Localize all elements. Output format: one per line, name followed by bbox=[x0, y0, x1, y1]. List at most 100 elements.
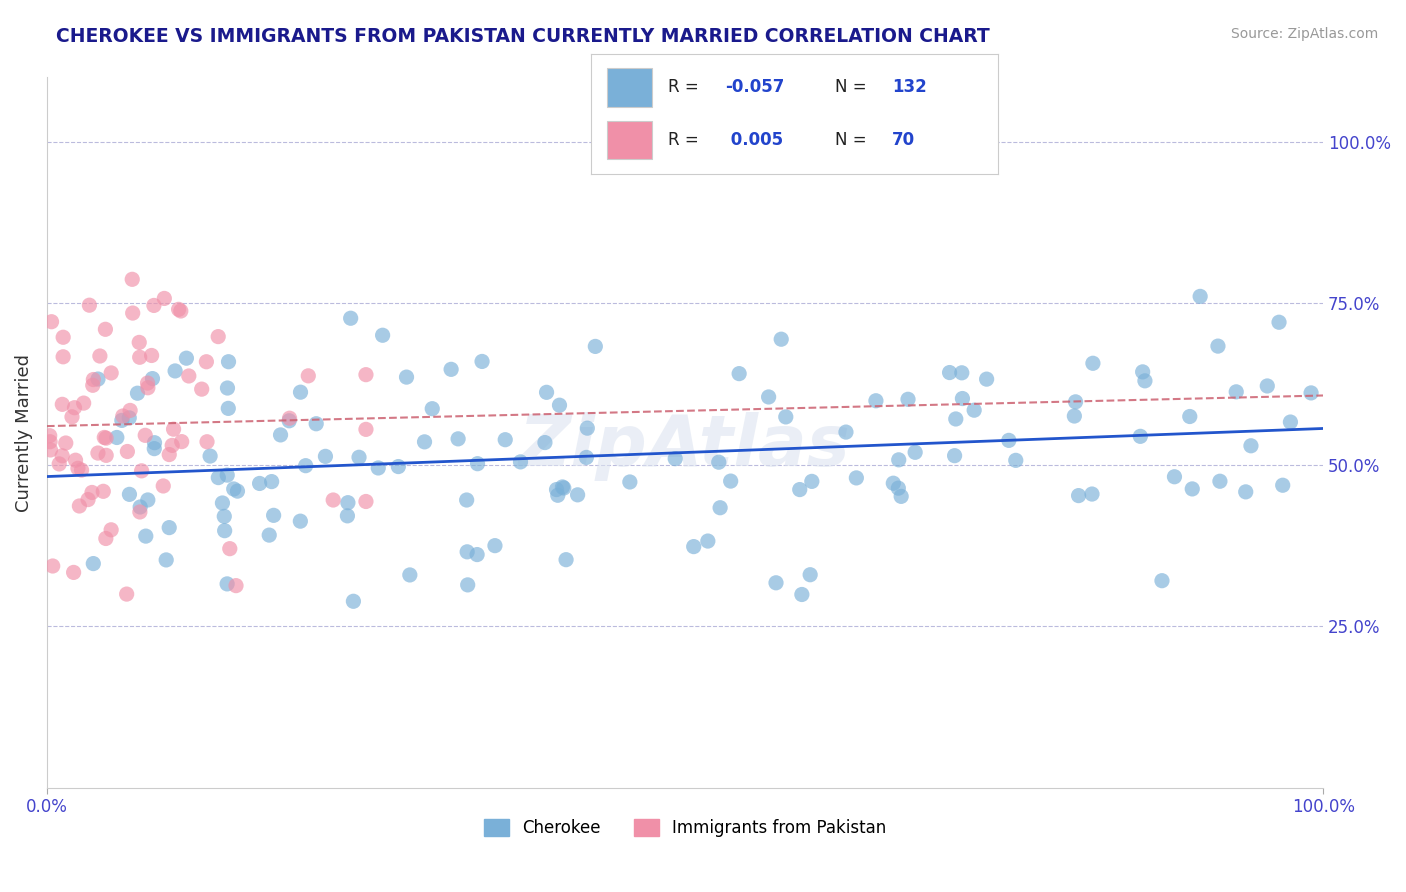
Point bbox=[263, 508, 285, 523]
Point bbox=[39, 442, 62, 457]
Point bbox=[371, 328, 394, 343]
Point bbox=[998, 434, 1021, 448]
Point bbox=[1132, 365, 1154, 379]
Point bbox=[177, 368, 200, 383]
Point bbox=[336, 508, 359, 523]
Point bbox=[887, 453, 910, 467]
Point bbox=[575, 450, 598, 465]
Point bbox=[214, 524, 236, 538]
Point bbox=[976, 372, 998, 386]
Point bbox=[709, 500, 731, 515]
Point bbox=[1256, 379, 1278, 393]
Point bbox=[1063, 409, 1085, 423]
Point bbox=[789, 483, 811, 497]
Point bbox=[211, 496, 233, 510]
Point bbox=[127, 386, 149, 401]
Point bbox=[217, 401, 239, 416]
Point bbox=[1268, 315, 1291, 329]
Point bbox=[471, 354, 494, 368]
Point bbox=[67, 499, 90, 513]
Point bbox=[129, 500, 152, 514]
Point bbox=[96, 448, 118, 462]
Point bbox=[52, 350, 75, 364]
Point bbox=[583, 339, 606, 353]
Point bbox=[82, 373, 104, 387]
Point bbox=[1209, 475, 1232, 489]
Point bbox=[456, 545, 478, 559]
Point bbox=[547, 488, 569, 502]
Point bbox=[494, 433, 516, 447]
Point bbox=[963, 403, 986, 417]
Point bbox=[1067, 489, 1090, 503]
Point bbox=[567, 488, 589, 502]
Point bbox=[121, 272, 143, 286]
Point bbox=[395, 370, 418, 384]
Point bbox=[1081, 487, 1104, 501]
Point bbox=[664, 451, 686, 466]
Point bbox=[225, 579, 247, 593]
Point bbox=[39, 434, 62, 449]
Point bbox=[218, 541, 240, 556]
Y-axis label: Currently Married: Currently Married bbox=[15, 353, 32, 512]
Point bbox=[120, 403, 142, 417]
Point bbox=[190, 382, 212, 396]
Point bbox=[176, 351, 198, 366]
Point bbox=[413, 434, 436, 449]
Point bbox=[131, 464, 153, 478]
Text: R =: R = bbox=[668, 131, 704, 149]
Point bbox=[835, 425, 858, 439]
Point bbox=[167, 302, 190, 317]
Point bbox=[278, 411, 301, 425]
Point bbox=[136, 492, 159, 507]
Point bbox=[65, 453, 87, 467]
Point bbox=[707, 455, 730, 469]
Point bbox=[118, 410, 141, 425]
Point bbox=[904, 445, 927, 459]
Point bbox=[536, 385, 558, 400]
Point bbox=[141, 349, 163, 363]
FancyBboxPatch shape bbox=[607, 68, 652, 106]
Point bbox=[1189, 289, 1212, 303]
Point bbox=[73, 396, 96, 410]
Point bbox=[314, 450, 336, 464]
Point bbox=[257, 528, 280, 542]
Point bbox=[153, 292, 176, 306]
Point bbox=[619, 475, 641, 489]
Point bbox=[218, 355, 240, 369]
Point bbox=[128, 505, 150, 519]
Point bbox=[195, 434, 218, 449]
Point bbox=[440, 362, 463, 376]
Point bbox=[214, 509, 236, 524]
Point bbox=[354, 368, 377, 382]
Point bbox=[845, 471, 868, 485]
Point bbox=[136, 381, 159, 395]
Point bbox=[226, 484, 249, 499]
Point bbox=[555, 552, 578, 566]
Point bbox=[87, 446, 110, 460]
Text: 70: 70 bbox=[893, 131, 915, 149]
Point bbox=[551, 480, 574, 494]
Point bbox=[322, 493, 344, 508]
Point bbox=[1299, 385, 1322, 400]
Point bbox=[347, 450, 370, 465]
Point bbox=[198, 449, 221, 463]
Point bbox=[1181, 482, 1204, 496]
Point bbox=[1133, 374, 1156, 388]
Point bbox=[1129, 429, 1152, 443]
Point bbox=[1081, 356, 1104, 370]
Point bbox=[290, 514, 312, 528]
Point bbox=[447, 432, 470, 446]
Point bbox=[217, 381, 239, 395]
Point bbox=[548, 398, 571, 412]
Point bbox=[887, 481, 910, 495]
Point bbox=[758, 390, 780, 404]
Point bbox=[155, 553, 177, 567]
Point bbox=[94, 532, 117, 546]
Text: CHEROKEE VS IMMIGRANTS FROM PAKISTAN CURRENTLY MARRIED CORRELATION CHART: CHEROKEE VS IMMIGRANTS FROM PAKISTAN CUR… bbox=[56, 27, 990, 45]
Point bbox=[420, 401, 443, 416]
Point bbox=[121, 306, 143, 320]
Point bbox=[128, 335, 150, 350]
Point bbox=[94, 322, 117, 336]
Point bbox=[170, 434, 193, 449]
Point bbox=[111, 413, 134, 427]
